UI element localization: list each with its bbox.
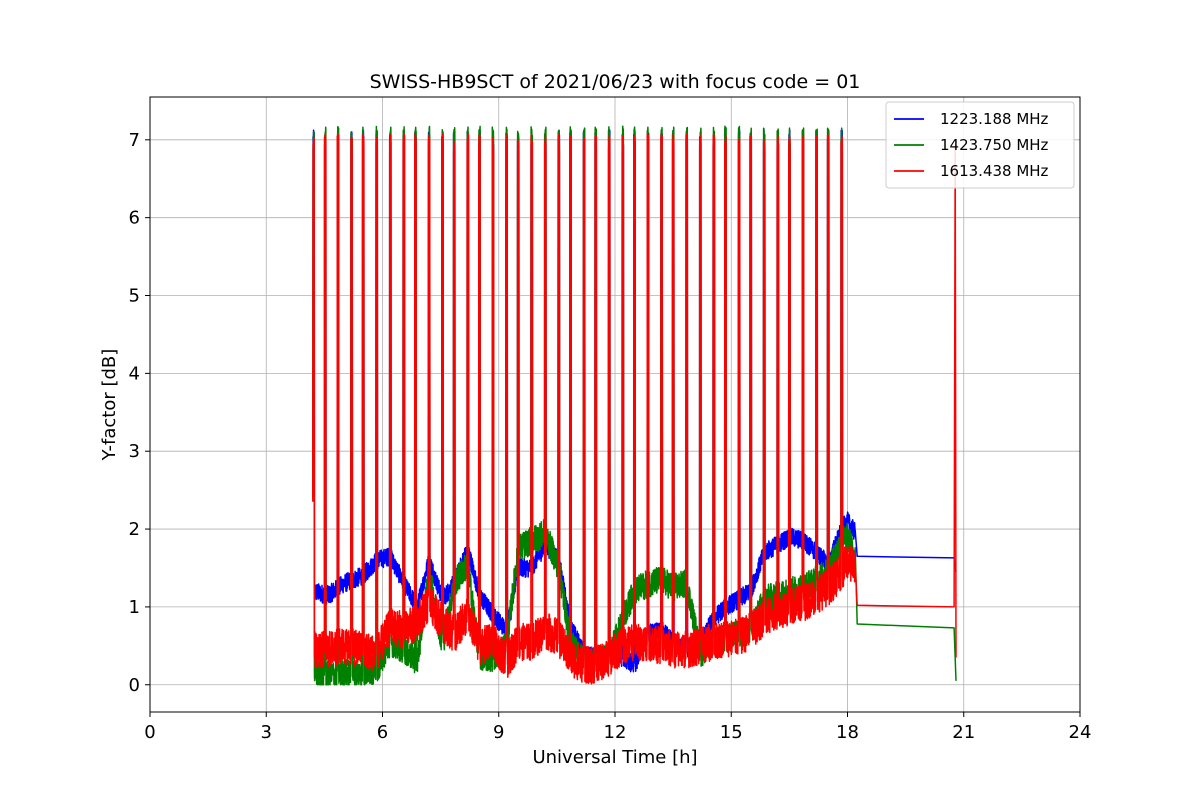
legend-box: [885, 101, 1075, 189]
y-axis-label: Y-factor [dB]: [99, 349, 120, 462]
series-line: [312, 133, 957, 685]
y-tick-label: 4: [129, 363, 140, 384]
x-tick-label: 0: [144, 722, 155, 743]
y-tick-label: 0: [129, 675, 140, 696]
chart-title: SWISS-HB9SCT of 2021/06/23 with focus co…: [370, 71, 861, 93]
x-tick-label: 12: [604, 722, 627, 743]
x-tick-label: 18: [836, 722, 859, 743]
y-tick-label: 5: [129, 286, 140, 307]
y-tick-label: 1: [129, 597, 140, 618]
legend: 1223.188 MHz 1423.750 MHz 1613.438 MHz: [885, 101, 1075, 189]
plot-area: [312, 125, 957, 686]
x-axis-label: Universal Time [h]: [532, 747, 697, 768]
x-tick-label: 6: [377, 722, 388, 743]
y-tick-label: 6: [129, 208, 140, 229]
legend-label: 1613.438 MHz: [940, 162, 1049, 180]
x-tick-label: 3: [261, 722, 272, 743]
x-tick-label: 24: [1069, 722, 1092, 743]
y-tick-label: 2: [129, 519, 140, 540]
y-tick-label: 7: [129, 130, 140, 151]
x-tick-label: 9: [493, 722, 504, 743]
legend-label: 1223.188 MHz: [940, 110, 1049, 128]
grid: [150, 97, 1080, 712]
x-tick-label: 15: [720, 722, 743, 743]
x-tick-label: 21: [952, 722, 975, 743]
legend-label: 1423.750 MHz: [940, 136, 1049, 154]
y-tick-label: 3: [129, 441, 140, 462]
